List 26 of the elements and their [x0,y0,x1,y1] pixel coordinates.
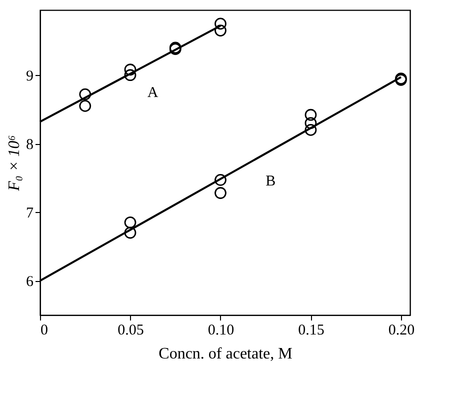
point [304,117,317,130]
x-axis-title: Concn. of acetate, M [158,346,292,362]
point [124,226,136,239]
point [124,216,136,228]
y-tick-label: 6 [26,274,34,290]
y-tick-label: 8 [26,137,34,154]
x-tick-label: 0.20 [388,322,415,338]
text: B [266,174,276,190]
x-tick-label: 0 [40,322,48,338]
x-tick-label: 0.15 [298,322,324,338]
point [214,24,226,36]
point [124,69,136,82]
point [214,187,226,199]
y-tick-label: 9 [26,68,34,85]
series-label: A [147,85,158,102]
y-axis-title: F₀ × 10⁶ [6,134,23,192]
point [214,18,226,30]
point [79,100,92,112]
x-tick-label: 0.10 [208,322,234,338]
y-tick-label: 7 [26,206,34,222]
point [79,88,92,100]
point [124,64,136,76]
point [304,108,317,121]
point [214,174,226,186]
point [304,124,317,136]
x-tick-label: 0.05 [118,322,144,338]
